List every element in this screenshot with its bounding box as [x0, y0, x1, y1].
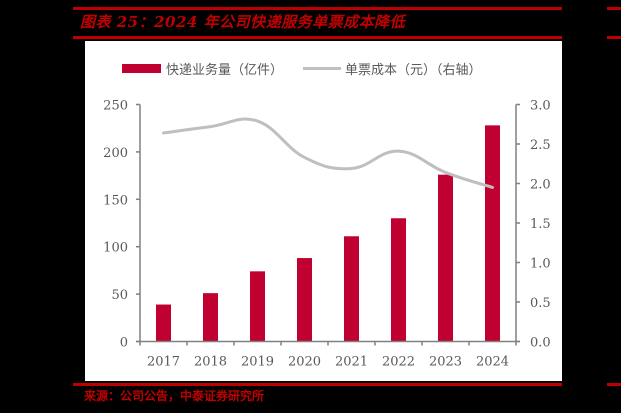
bar-series — [156, 125, 500, 342]
adjacent-title-rule — [607, 36, 621, 39]
bar-2022 — [391, 218, 406, 342]
x-tick-label: 2020 — [288, 355, 321, 370]
legend-line-label: 单票成本（元）（右轴） — [345, 62, 482, 78]
bar-2020 — [297, 258, 312, 342]
legend-bar-swatch — [122, 63, 161, 73]
right-tick-label: 2.5 — [530, 138, 551, 153]
legend-bar-label: 快递业务量（亿件） — [166, 62, 284, 78]
x-tick-label: 2018 — [194, 355, 227, 370]
source-note: 来源：公司公告，中泰证券研究所 — [84, 389, 265, 403]
bar-2021 — [344, 236, 359, 342]
x-tick-label: 2023 — [429, 355, 462, 370]
legend: 快递业务量（亿件） 单票成本（元）（右轴） — [122, 58, 482, 78]
bar-2024 — [485, 125, 500, 342]
right-tick-label: 1.5 — [530, 217, 551, 232]
x-tick-label: 2017 — [147, 355, 180, 370]
right-tick-label: 1.0 — [530, 257, 551, 272]
title-bottom-rule — [73, 36, 562, 39]
right-tick-label: 2.0 — [530, 178, 551, 193]
title-top-rule — [73, 7, 562, 10]
x-tick-label: 2019 — [241, 355, 274, 370]
bar-2017 — [156, 304, 171, 342]
left-tick-label: 150 — [103, 193, 128, 208]
left-tick-label: 250 — [103, 99, 128, 114]
line-series — [162, 117, 494, 189]
x-tick-label: 2024 — [476, 355, 509, 370]
adjacent-source-rule — [607, 383, 621, 386]
right-tick-label: 0.5 — [530, 296, 551, 311]
left-tick-label: 200 — [103, 146, 128, 161]
source-rule — [73, 383, 562, 386]
bar-2023 — [438, 174, 453, 342]
right-tick-label: 0.0 — [530, 336, 551, 351]
right-tick-label: 3.0 — [530, 99, 551, 114]
legend-line-swatch — [303, 66, 342, 70]
x-tick-label: 2022 — [382, 355, 415, 370]
left-tick-label: 0 — [120, 336, 128, 351]
axes: 0 50 100 150 200 250 0.0 0.5 1.0 1.5 2.0 2.5 3.0 2017… — [103, 99, 551, 370]
adjacent-top-rule — [607, 7, 621, 10]
left-tick-label: 50 — [111, 288, 128, 303]
bar-2019 — [250, 271, 265, 342]
left-tick-label: 100 — [103, 241, 128, 256]
x-tick-label: 2021 — [335, 355, 368, 370]
bar-2018 — [203, 293, 218, 342]
chart-title: 图表 25：2024 年公司快递服务单票成本降低 — [80, 13, 406, 31]
